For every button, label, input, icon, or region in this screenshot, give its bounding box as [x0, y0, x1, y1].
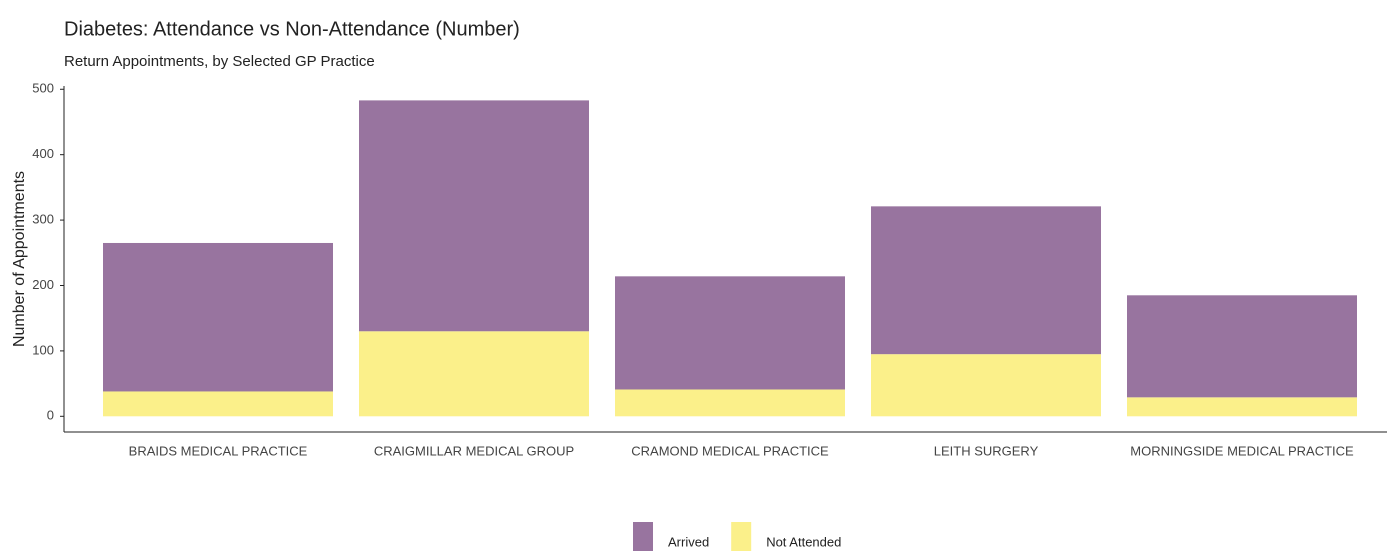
bar-segment — [871, 354, 1101, 417]
y-tick-label: 500 — [32, 81, 54, 96]
bar-segment — [871, 206, 1101, 355]
bar-segment — [615, 389, 845, 417]
bar-segment — [359, 100, 589, 332]
x-tick-label: BRAIDS MEDICAL PRACTICE — [129, 443, 308, 458]
y-tick-label: 300 — [32, 212, 54, 227]
y-axis-title: Number of Appointments — [11, 171, 28, 347]
y-tick-label: 400 — [32, 146, 54, 161]
bar-segment — [103, 242, 333, 392]
bar-segment — [1127, 295, 1357, 398]
x-tick-label: CRAIGMILLAR MEDICAL GROUP — [374, 443, 574, 458]
y-tick-label: 100 — [32, 342, 54, 357]
x-tick-label: LEITH SURGERY — [934, 443, 1039, 458]
bar-segment — [103, 391, 333, 417]
x-tick-label: CRAMOND MEDICAL PRACTICE — [631, 443, 829, 458]
legend-label: Arrived — [668, 534, 709, 549]
bar-segment — [1127, 397, 1357, 417]
legend-swatch — [731, 522, 752, 551]
chart-title: Diabetes: Attendance vs Non-Attendance (… — [64, 18, 520, 40]
chart-subtitle: Return Appointments, by Selected GP Prac… — [64, 53, 375, 70]
legend-label: Not Attended — [766, 534, 841, 549]
y-tick-label: 200 — [32, 277, 54, 292]
bar-segment — [359, 331, 589, 417]
bar-segment — [615, 276, 845, 390]
y-tick-label: 0 — [47, 408, 54, 423]
x-tick-label: MORNINGSIDE MEDICAL PRACTICE — [1130, 443, 1354, 458]
legend-swatch — [633, 522, 653, 551]
